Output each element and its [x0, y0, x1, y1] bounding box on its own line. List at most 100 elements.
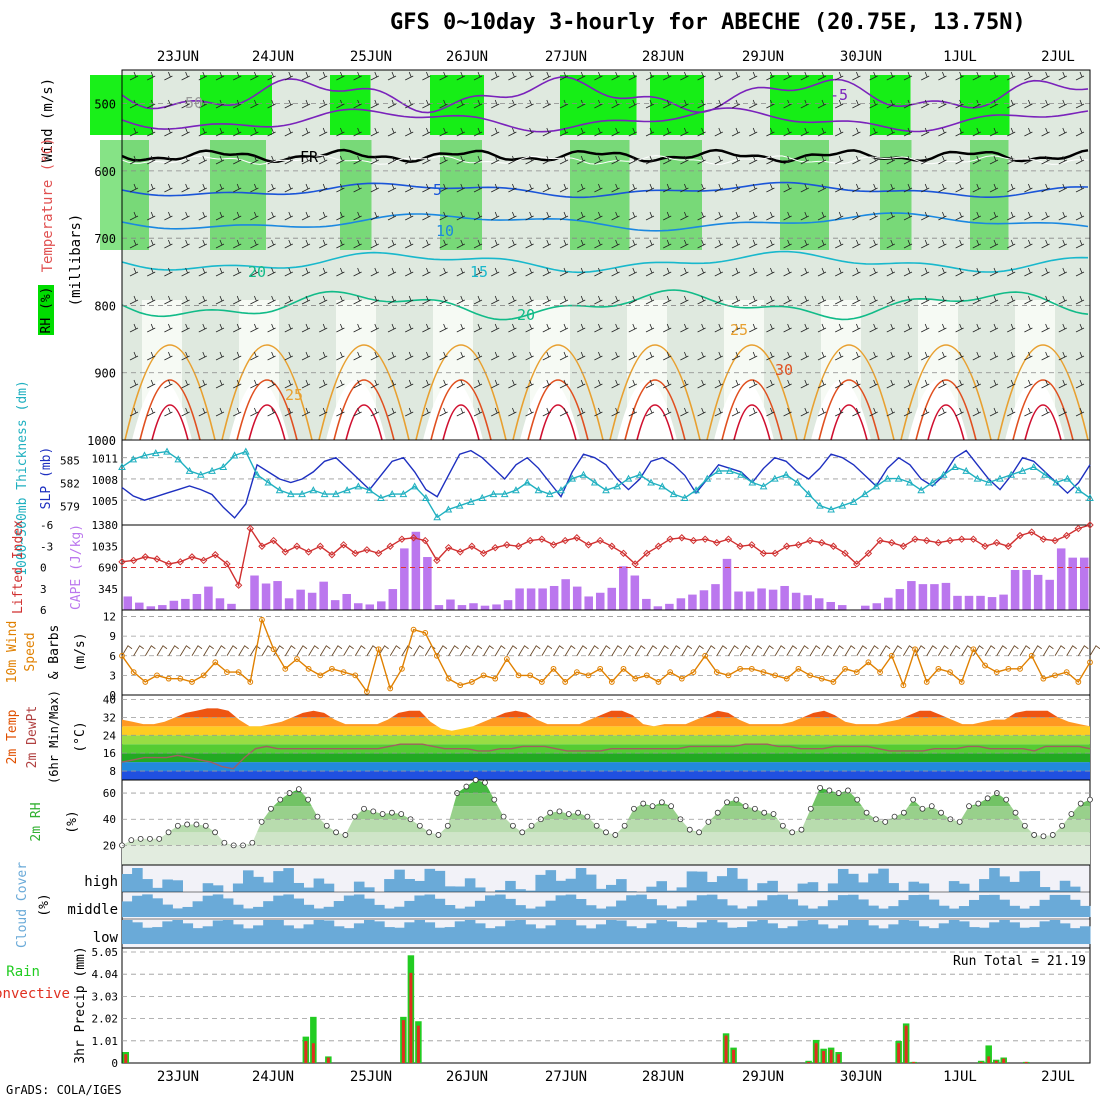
wind-barb [181, 211, 190, 221]
wind10-marker [142, 679, 149, 685]
wind-barb [456, 71, 465, 81]
rh-marker [1068, 811, 1075, 817]
li-marker [643, 549, 651, 558]
wind-barb [559, 379, 569, 389]
wind-barb [766, 211, 775, 221]
wind-barb [663, 239, 672, 249]
wind10-unit-label: (m/s) [73, 632, 88, 671]
li-marker [888, 539, 896, 547]
wind-barb [903, 127, 913, 137]
cloud-low-bar [1009, 922, 1020, 944]
top-date-label: 29JUN [742, 49, 784, 65]
cloud-low-bar [283, 925, 294, 944]
wind10-barb [949, 645, 961, 657]
wind-barb [800, 99, 809, 109]
wind-barb [129, 99, 139, 109]
top-date-label: 24JUN [252, 49, 294, 65]
wind-barb [1075, 379, 1085, 389]
wind-barb [1075, 267, 1085, 277]
wind10-barb [1031, 645, 1042, 657]
cloud-middle-bar [394, 906, 405, 917]
wind-barb [645, 295, 655, 305]
wind10-tick-label: 0 [109, 689, 116, 702]
li-marker [724, 535, 733, 543]
wind-barb [181, 99, 190, 109]
rh-high-shading [770, 75, 833, 135]
wind-barb [559, 71, 569, 81]
wind-barb [611, 155, 620, 165]
wind10-marker [352, 672, 359, 679]
wind-barb [594, 295, 603, 305]
wind-barb [886, 239, 895, 249]
cape-bar [434, 605, 444, 610]
wind-barb [714, 267, 723, 277]
cloud-high-bar [1029, 871, 1041, 892]
cloud-low-bar [616, 920, 627, 944]
cape-bar [227, 603, 236, 610]
wind-barb [233, 211, 242, 221]
wind-barb [559, 351, 569, 361]
wind-barb [886, 183, 895, 193]
cloud-high-bar [646, 886, 657, 892]
wind-barb [817, 155, 827, 165]
wind-barb [852, 351, 861, 361]
li-marker [199, 556, 208, 565]
wind-barb [800, 127, 809, 137]
wind10-marker [748, 665, 755, 672]
wind-barb [336, 323, 345, 333]
wind10-marker [725, 672, 732, 679]
wind-barb [405, 239, 414, 249]
wind-barb [1024, 379, 1033, 389]
wind10-speed-line [121, 617, 1091, 694]
wind-barb [955, 379, 964, 389]
bottom-date-label: 1JUL [943, 1069, 977, 1085]
wind-barb [835, 155, 844, 165]
cloud-low-bar [878, 928, 889, 944]
wind-barb [972, 99, 981, 109]
wind-barb [542, 239, 551, 249]
wind-barb [852, 379, 861, 389]
wind-barb [800, 267, 809, 277]
wind-barb [1075, 323, 1085, 333]
wind-barb [594, 71, 603, 81]
wind-barb [439, 407, 448, 417]
wind10-tick-label: 12 [103, 611, 116, 624]
cloud-low-bar [757, 920, 768, 944]
rh-marker [519, 829, 526, 836]
cloud-high-bar [353, 881, 365, 892]
wind-barb [525, 239, 534, 249]
wind-barb [181, 351, 190, 361]
wind-barb [129, 211, 139, 221]
slp-axis-label: SLP (mb) [39, 447, 54, 510]
wind-barb [491, 211, 500, 221]
thickness-marker [174, 455, 183, 463]
wind-barb [783, 239, 792, 249]
wind10-barb [191, 645, 203, 657]
rh-high-shading [560, 75, 637, 135]
cloud-high-bar [696, 871, 708, 892]
contour-35 [927, 404, 965, 441]
wind-barb [628, 99, 637, 109]
wind-barb [731, 323, 741, 333]
wind-barb [886, 323, 895, 333]
wind10-marker [830, 679, 837, 685]
wind-barb [697, 71, 706, 81]
bottom-date-label: 23JUN [157, 1069, 199, 1085]
rh-marker [165, 829, 172, 836]
precip-convective-bar [994, 1060, 998, 1063]
cloud-low-bar [525, 924, 536, 944]
wind-barb [1058, 183, 1067, 193]
wind10-barb [506, 645, 518, 657]
wind-barb [147, 239, 156, 249]
wind-barb [594, 127, 603, 137]
wind-barb [1041, 351, 1050, 361]
cloud-middle-bar [787, 899, 799, 917]
temp-tick-label: 8 [109, 765, 116, 778]
wind-barb [198, 239, 207, 249]
cloud-middle-bar [676, 906, 688, 917]
wind-barb [1041, 211, 1050, 221]
wind-barb [749, 71, 758, 81]
pressure-tick-label: 600 [94, 165, 116, 179]
wind10-marker [888, 652, 895, 659]
cloud-low-bar [928, 928, 940, 944]
